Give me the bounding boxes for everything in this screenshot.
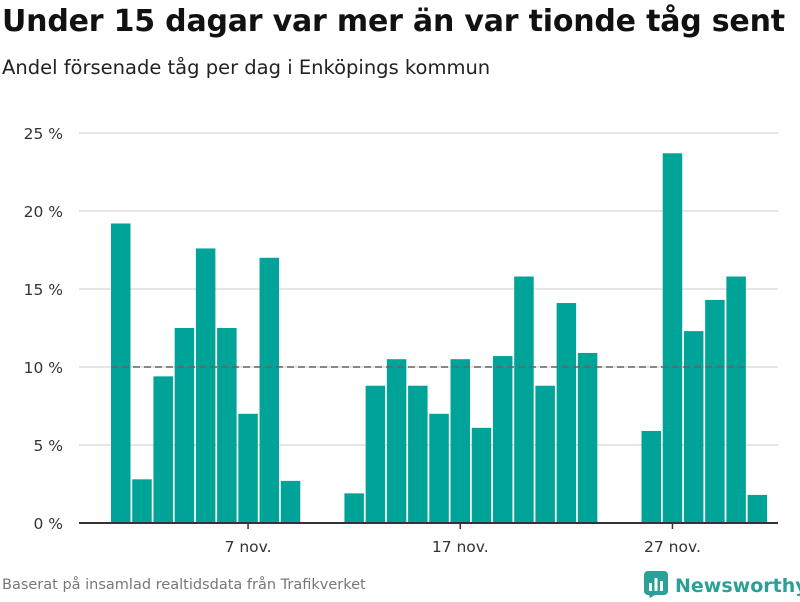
bar xyxy=(174,328,195,523)
chart-subtitle: Andel försenade tåg per dag i Enköpings … xyxy=(2,56,491,79)
bar xyxy=(365,385,386,523)
bar xyxy=(577,352,598,523)
bar xyxy=(195,248,216,523)
y-tick-labels: 0 % 5 % 10 % 15 % 20 % 25 % xyxy=(24,125,63,533)
bar xyxy=(514,276,534,523)
x-axis xyxy=(79,522,778,529)
bar xyxy=(662,153,683,523)
x-tick-label: 27 nov. xyxy=(644,538,701,556)
x-tick-labels: 7 nov. 17 nov. 27 nov. xyxy=(225,538,701,556)
x-tick-label: 7 nov. xyxy=(225,538,272,556)
bar xyxy=(111,223,131,524)
y-tick-label: 20 % xyxy=(24,203,63,221)
x-tick-label: 17 nov. xyxy=(432,538,489,556)
bar xyxy=(238,413,258,523)
bar xyxy=(429,413,449,523)
y-tick-label: 25 % xyxy=(24,125,63,143)
chart-title: Under 15 dagar var mer än var tionde tåg… xyxy=(2,4,785,39)
bar xyxy=(408,385,428,523)
source-note: Baserat på insamlad realtidsdata från Tr… xyxy=(2,577,366,593)
bar xyxy=(535,385,555,523)
bar xyxy=(344,493,364,523)
bar xyxy=(492,356,513,523)
newsworthy-logo-icon xyxy=(643,570,669,602)
bar xyxy=(217,328,237,523)
bar xyxy=(556,303,577,523)
newsworthy-brand[interactable]: Newsworthy xyxy=(643,570,800,602)
bar xyxy=(450,359,471,523)
bar xyxy=(641,430,661,523)
bar xyxy=(132,479,152,523)
bar xyxy=(747,494,768,523)
bar xyxy=(280,480,301,523)
bars xyxy=(111,153,768,524)
y-tick-label: 15 % xyxy=(24,281,63,299)
y-tick-label: 0 % xyxy=(33,515,63,533)
bar xyxy=(153,376,173,523)
bar xyxy=(259,257,280,523)
y-tick-label: 10 % xyxy=(24,359,63,377)
bar xyxy=(726,276,746,523)
bar xyxy=(386,359,407,523)
newsworthy-logo-text: Newsworthy xyxy=(675,575,800,597)
bar xyxy=(471,427,492,523)
y-tick-label: 5 % xyxy=(33,437,63,455)
bar xyxy=(705,299,725,523)
bar xyxy=(683,331,704,523)
